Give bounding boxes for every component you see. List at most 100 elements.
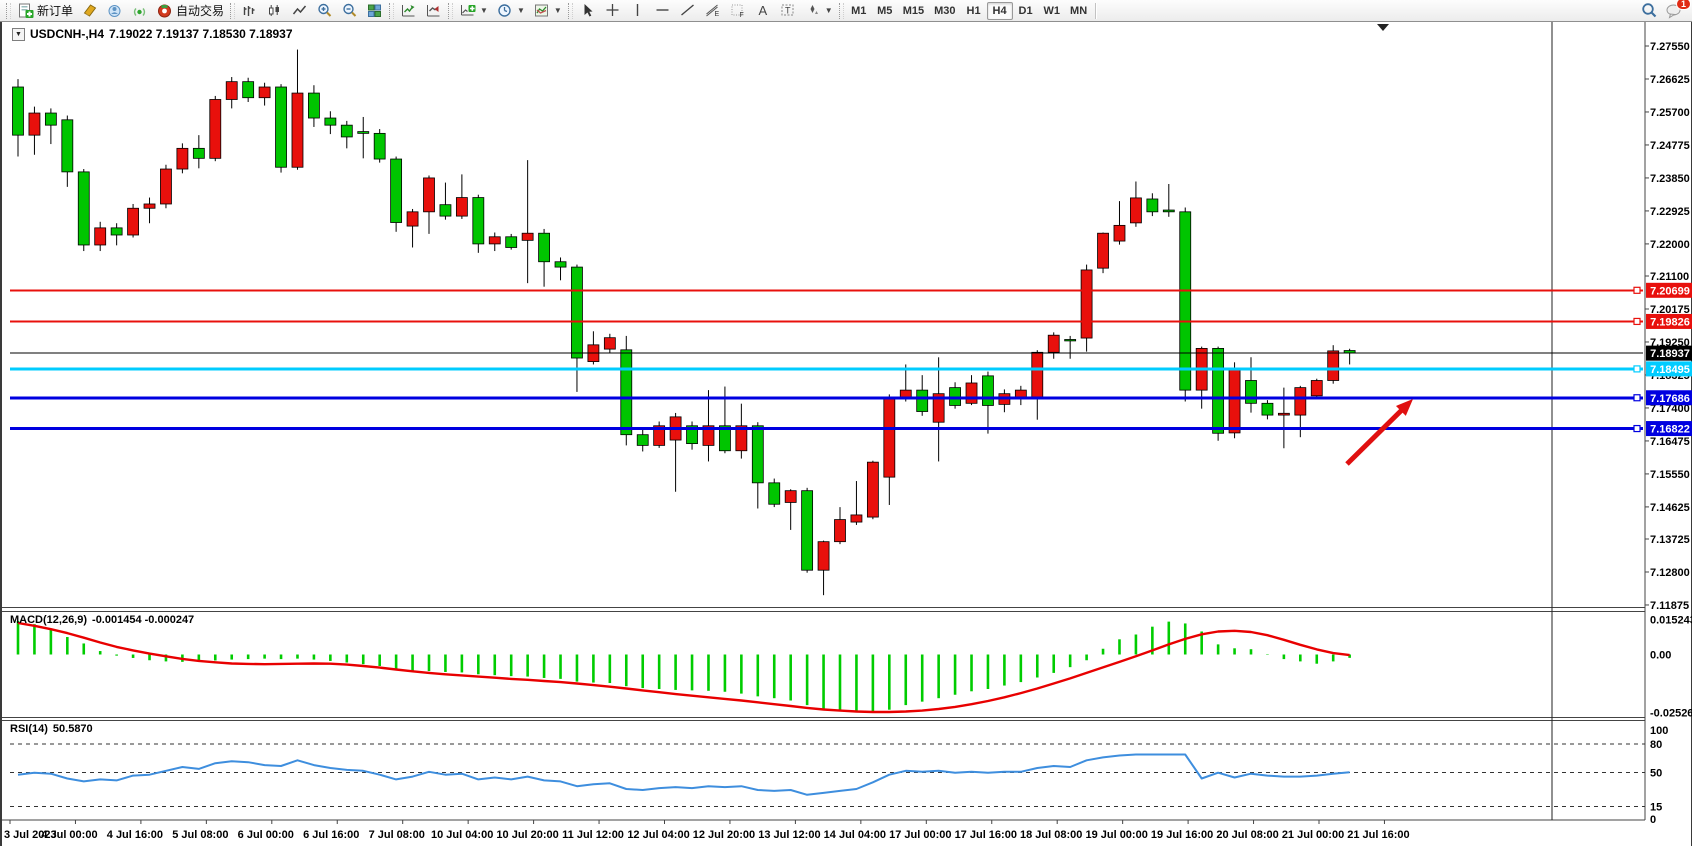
timeframe-m1-button[interactable]: M1 bbox=[851, 4, 867, 17]
styler-button[interactable] bbox=[77, 1, 102, 21]
timeframe-h4-button[interactable]: H4 bbox=[986, 1, 1013, 20]
bid-price-line-price-badge bbox=[1646, 345, 1692, 361]
timeframe-w1-button[interactable]: W1 bbox=[1043, 4, 1061, 17]
templates-button[interactable]: ▼ bbox=[529, 1, 566, 21]
bull-candle bbox=[1277, 412, 1290, 416]
resistance-line-2-price-badge bbox=[1646, 313, 1692, 329]
rsi-axis-label: 100 bbox=[1650, 725, 1668, 737]
toolbar-drag-handle[interactable] bbox=[389, 2, 395, 19]
price-axis-label: 7.21100 bbox=[1650, 271, 1689, 283]
chart-shift-marker[interactable] bbox=[1377, 24, 1389, 31]
bear-candle bbox=[636, 434, 649, 446]
zoom-in-button[interactable] bbox=[312, 1, 337, 21]
text-button[interactable]: A bbox=[750, 1, 775, 21]
timeframe-d1-button[interactable]: D1 bbox=[1018, 4, 1033, 17]
time-axis-label: 4 Jul 16:00 bbox=[107, 829, 163, 841]
candle-chart-button[interactable] bbox=[262, 1, 287, 21]
tile-windows-button[interactable] bbox=[362, 1, 387, 21]
bull-candle bbox=[94, 227, 107, 246]
support-line-blue-1-price-badge bbox=[1646, 390, 1692, 406]
support-line-blue-1-handle[interactable] bbox=[1633, 394, 1641, 402]
rsi-axis-label: 15 bbox=[1650, 801, 1662, 813]
bid-price-line-price-text: 7.18937 bbox=[1650, 348, 1690, 360]
trendline-icon bbox=[680, 4, 694, 16]
crosshair-icon bbox=[606, 4, 619, 16]
toolbar-drag-handle[interactable] bbox=[838, 2, 844, 19]
time-axis-label: 3 Jul 2023 bbox=[4, 829, 57, 841]
toolbar-drag-handle[interactable] bbox=[230, 2, 236, 19]
arrow-shaft bbox=[1345, 404, 1408, 466]
dropdown-caret-icon[interactable]: ▼ bbox=[516, 6, 525, 15]
rsi-name: RSI(14) bbox=[10, 723, 48, 735]
toolbar-right: 1 bbox=[1636, 0, 1691, 21]
bear-candle bbox=[242, 81, 255, 99]
chart-shift-button[interactable] bbox=[421, 1, 446, 21]
trendline-button[interactable] bbox=[675, 1, 700, 21]
new-order-button-label: 新订单 bbox=[37, 4, 74, 18]
price-axis[interactable]: 7.27550 7.26625 7.25700 7.24775 7.23850 7.229… bbox=[1645, 41, 1690, 612]
notifications-button[interactable]: 1 bbox=[1661, 0, 1691, 21]
fibo-fan-button[interactable]: F bbox=[725, 1, 750, 21]
macd-axis-label: 0.00 bbox=[1650, 650, 1671, 662]
resistance-line-1-price-text: 7.20699 bbox=[1650, 285, 1690, 297]
bull-candle bbox=[932, 393, 945, 423]
arrows-button[interactable]: ▼ bbox=[800, 1, 837, 21]
line-chart-button[interactable] bbox=[287, 1, 312, 21]
bull-candle bbox=[1327, 350, 1340, 381]
time-axis-label: 4 Jul 00:00 bbox=[41, 829, 97, 841]
resistance-line-2-handle[interactable] bbox=[1633, 317, 1641, 326]
support-line-blue-2-price-text: 7.16822 bbox=[1650, 424, 1690, 436]
toolbar-drag-handle[interactable] bbox=[567, 2, 573, 19]
zoom-out-button[interactable] bbox=[337, 1, 362, 21]
bar-chart-button[interactable] bbox=[237, 1, 262, 21]
collapse-one-click-icon[interactable]: ▼ bbox=[12, 27, 25, 41]
new-order-button[interactable]: 新订单 bbox=[13, 1, 77, 21]
timeframe-m15-button[interactable]: M15 bbox=[902, 4, 925, 17]
vline-button[interactable] bbox=[625, 1, 650, 21]
support-line-blue-2-handle[interactable] bbox=[1633, 424, 1641, 433]
chart-window: 7.27550 7.26625 7.25700 7.24775 7.23850 7.229… bbox=[0, 22, 1692, 846]
timeframe-m30-button[interactable]: M30 bbox=[934, 4, 956, 17]
bear-candle bbox=[275, 86, 287, 168]
support-line-blue-1-price-text: 7.17686 bbox=[1650, 393, 1690, 405]
timeframe-h1-button[interactable]: H1 bbox=[966, 4, 981, 17]
auto-trading-button[interactable]: 自动交易 bbox=[152, 1, 228, 21]
dropdown-caret-icon[interactable]: ▼ bbox=[480, 6, 488, 15]
signals-button[interactable] bbox=[127, 1, 152, 21]
search-button[interactable] bbox=[1636, 1, 1661, 21]
bull-candle bbox=[176, 147, 189, 170]
macd-values: -0.001454 -0.000247 bbox=[92, 614, 195, 626]
fibonacci-button[interactable]: E bbox=[700, 1, 725, 21]
auto-scroll-button[interactable] bbox=[396, 1, 421, 21]
macd-signal-line bbox=[17, 621, 1350, 714]
crosshair-button[interactable] bbox=[600, 1, 625, 21]
resistance-line-1-handle[interactable] bbox=[1633, 286, 1641, 294]
label-button[interactable]: T bbox=[775, 1, 800, 21]
zoomin-icon bbox=[318, 3, 332, 17]
arrow-annotation[interactable] bbox=[1345, 399, 1413, 466]
community-button[interactable] bbox=[102, 1, 127, 21]
hline-button[interactable] bbox=[650, 1, 675, 21]
textA-icon: A bbox=[758, 3, 767, 18]
timeframe-mn-button[interactable]: MN bbox=[1070, 4, 1088, 17]
toolbar-drag-handle[interactable] bbox=[6, 2, 11, 19]
indicators-button[interactable]: ▼ bbox=[455, 1, 492, 21]
bear-candle bbox=[61, 119, 74, 173]
cursor-button[interactable] bbox=[575, 1, 600, 21]
toolbar-group-objects: E F A T ▼ bbox=[575, 0, 837, 22]
dropdown-caret-icon[interactable]: ▼ bbox=[824, 6, 833, 15]
timeframe-m5-button[interactable]: M5 bbox=[877, 4, 893, 17]
periods-button[interactable]: ▼ bbox=[492, 1, 529, 21]
dropdown-caret-icon[interactable]: ▼ bbox=[553, 6, 562, 15]
linechart-icon bbox=[292, 5, 307, 15]
bull-candle bbox=[258, 86, 271, 99]
time-axis-label: 13 Jul 12:00 bbox=[758, 829, 820, 841]
bull-candle bbox=[735, 425, 748, 452]
chart-canvas[interactable]: 7.27550 7.26625 7.25700 7.24775 7.23850 7.229… bbox=[2, 22, 1692, 846]
bear-candle bbox=[505, 236, 518, 248]
support-line-cyan-handle[interactable] bbox=[1633, 365, 1641, 373]
toolbar-drag-handle[interactable] bbox=[448, 2, 454, 19]
indicator-axes: 0.015243 0.00 -0.025267 100 80 50 150 bbox=[1650, 614, 1692, 826]
bear-candle bbox=[340, 124, 353, 138]
